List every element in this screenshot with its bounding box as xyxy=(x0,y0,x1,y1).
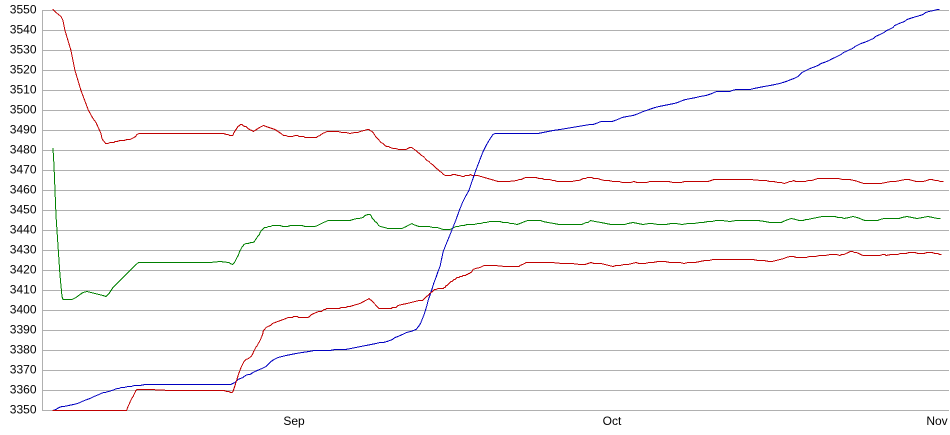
svg-text:3450: 3450 xyxy=(10,203,37,217)
svg-text:3520: 3520 xyxy=(10,63,37,77)
svg-text:3530: 3530 xyxy=(10,43,37,57)
svg-text:3510: 3510 xyxy=(10,83,37,97)
svg-text:3410: 3410 xyxy=(10,283,37,297)
svg-text:3490: 3490 xyxy=(10,123,37,137)
svg-text:3400: 3400 xyxy=(10,303,37,317)
svg-text:3550: 3550 xyxy=(10,3,37,17)
svg-text:3380: 3380 xyxy=(10,343,37,357)
svg-text:3480: 3480 xyxy=(10,143,37,157)
svg-text:3470: 3470 xyxy=(10,163,37,177)
svg-text:3370: 3370 xyxy=(10,363,37,377)
svg-text:3420: 3420 xyxy=(10,263,37,277)
svg-text:Oct: Oct xyxy=(603,414,622,428)
svg-text:Sep: Sep xyxy=(283,414,305,428)
svg-text:3460: 3460 xyxy=(10,183,37,197)
svg-text:3390: 3390 xyxy=(10,323,37,337)
svg-text:3500: 3500 xyxy=(10,103,37,117)
svg-text:3540: 3540 xyxy=(10,23,37,37)
svg-text:Nov: Nov xyxy=(926,414,947,428)
svg-text:3360: 3360 xyxy=(10,383,37,397)
svg-text:3350: 3350 xyxy=(10,403,37,417)
svg-text:3430: 3430 xyxy=(10,243,37,257)
svg-text:3440: 3440 xyxy=(10,223,37,237)
